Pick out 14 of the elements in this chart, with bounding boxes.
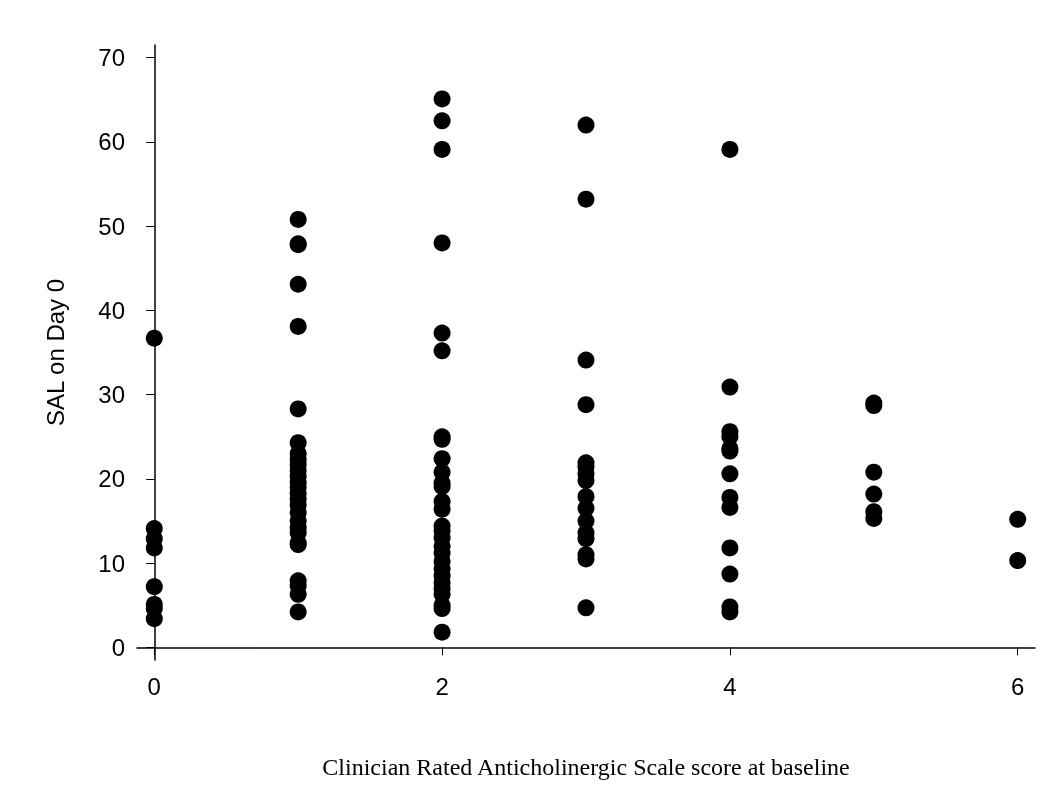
- y-tick-label: 10: [98, 549, 125, 577]
- y-tick-label: 30: [98, 381, 125, 409]
- y-tick-label: 20: [98, 465, 125, 493]
- y-tick-label: 0: [111, 633, 125, 661]
- y-tick-label: 60: [98, 128, 125, 156]
- y-tick-label: 40: [98, 296, 125, 324]
- x-tick-label: 4: [723, 672, 737, 700]
- y-tick-label: 70: [98, 44, 125, 72]
- x-tick-label: 0: [147, 672, 161, 700]
- x-tick-label: 6: [1011, 672, 1025, 700]
- x-axis-title: Clinician Rated Anticholinergic Scale score at baseline: [322, 754, 850, 780]
- x-tick-label: 2: [435, 672, 449, 700]
- y-tick-label: 50: [98, 212, 125, 240]
- y-axis-title: SAL on Day 0: [41, 278, 69, 427]
